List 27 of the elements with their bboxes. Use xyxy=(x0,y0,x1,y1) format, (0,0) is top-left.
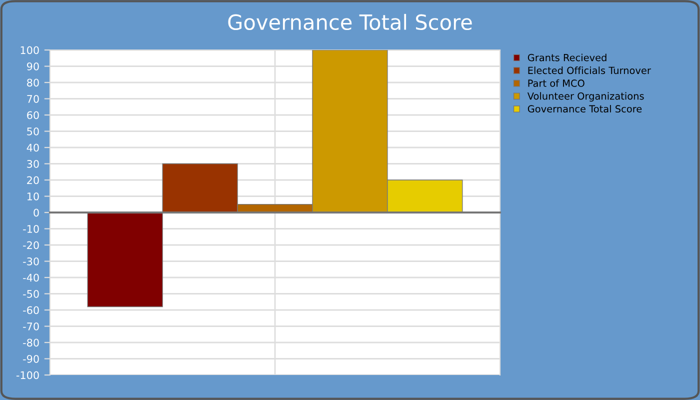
y-tick-label: -60 xyxy=(23,306,39,314)
y-tick-label: 100 xyxy=(20,46,39,54)
y-tick-label: 0 xyxy=(34,208,39,217)
y-tick-label: 60 xyxy=(27,111,39,120)
y-tick-label: -70 xyxy=(23,322,39,330)
y-tick-label: -40 xyxy=(23,274,39,282)
legend-label: Elected Officials Turnover xyxy=(528,66,651,74)
y-tick-label: 20 xyxy=(27,176,39,184)
y-tick-label: -20 xyxy=(23,241,39,250)
legend-label: Part of MCO xyxy=(528,79,584,87)
y-tick-label: 70 xyxy=(27,94,39,103)
y-tick-label: 80 xyxy=(27,78,39,87)
y-tick-label: 50 xyxy=(27,127,39,136)
y-tick-label: -30 xyxy=(23,257,39,266)
y-tick-label: 90 xyxy=(26,62,39,70)
y-tick-label: -100 xyxy=(16,371,39,380)
y-tick-label: -50 xyxy=(23,290,39,298)
y-tick-label: -80 xyxy=(23,338,39,347)
y-tick-label: 30 xyxy=(27,160,39,168)
y-tick-label: 10 xyxy=(27,192,39,200)
y-tick-label: 40 xyxy=(26,144,39,152)
chart-title: Governance Total Score xyxy=(228,14,472,30)
y-tick-label: -90 xyxy=(23,354,39,363)
legend-label: Governance Total Score xyxy=(528,105,642,113)
legend-label: Grants Recieved xyxy=(528,54,606,62)
y-tick-label: -10 xyxy=(23,224,39,233)
legend-label: Volunteer Organizations xyxy=(527,92,644,102)
